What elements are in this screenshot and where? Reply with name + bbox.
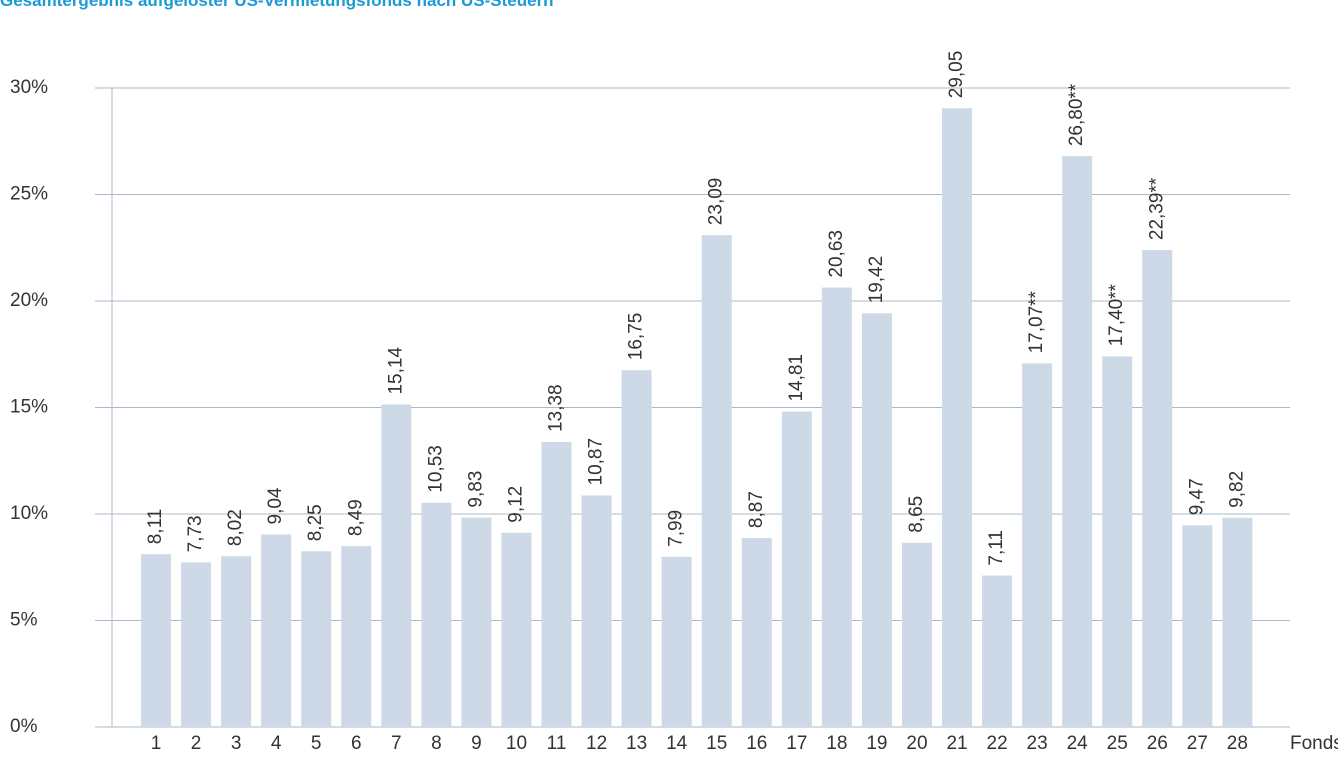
- x-tick-label: 7: [391, 733, 402, 754]
- x-tick-label: 5: [311, 733, 322, 754]
- value-label: 9,04: [265, 487, 286, 524]
- y-tick-label: 20%: [10, 290, 48, 311]
- value-label: 22,39**: [1146, 177, 1167, 240]
- bar: [1062, 156, 1093, 727]
- y-tick-label: 30%: [10, 77, 48, 98]
- value-label: 7,11: [986, 530, 1007, 566]
- x-tick-label: 3: [231, 733, 242, 754]
- value-label: 9,82: [1226, 471, 1247, 508]
- bar: [181, 562, 212, 727]
- value-label: 9,83: [465, 471, 486, 508]
- x-tick-label: 13: [626, 733, 647, 754]
- x-tick-label: 4: [271, 733, 282, 754]
- y-tick-label: 15%: [10, 397, 48, 418]
- value-label: 15,14: [385, 347, 406, 395]
- bar: [1022, 363, 1053, 727]
- value-label: 8,02: [225, 509, 246, 546]
- chart-title: Gesamtergebnis aufgelöster US-Vermietung…: [0, 0, 554, 10]
- bar: [741, 538, 772, 727]
- bar: [942, 108, 973, 728]
- value-label: 8,49: [345, 499, 366, 536]
- x-tick-label: 21: [946, 733, 967, 754]
- bar: [661, 556, 692, 727]
- bar: [982, 575, 1013, 727]
- x-tick-label: 27: [1187, 733, 1208, 754]
- x-tick-label: 20: [906, 733, 927, 754]
- bar: [501, 532, 532, 727]
- x-tick-label: 22: [987, 733, 1008, 754]
- value-label: 10,87: [586, 438, 607, 486]
- x-tick-label: 10: [506, 733, 527, 754]
- value-label: 17,40**: [1106, 283, 1127, 346]
- value-label: 23,09: [706, 178, 727, 226]
- bar: [781, 411, 812, 727]
- value-label: 8,25: [305, 504, 326, 541]
- bar: [461, 517, 492, 727]
- x-tick-label: 16: [746, 733, 767, 754]
- x-tick-label: 15: [706, 733, 727, 754]
- bar: [821, 287, 852, 727]
- x-tick-label: 2: [191, 733, 202, 754]
- bar: [581, 495, 612, 727]
- bar: [221, 556, 252, 727]
- value-label: 20,63: [826, 230, 847, 278]
- x-axis-label: Fonds: [1290, 733, 1338, 754]
- value-label: 8,11: [145, 509, 166, 545]
- bar: [901, 542, 932, 727]
- x-tick-label: 28: [1227, 733, 1248, 754]
- x-tick-label: 26: [1147, 733, 1168, 754]
- x-tick-label: 25: [1107, 733, 1128, 754]
- x-tick-label: 11: [547, 733, 567, 754]
- value-label: 16,75: [626, 313, 647, 361]
- value-label: 8,87: [746, 491, 767, 528]
- value-label: 29,05: [946, 51, 967, 99]
- bar: [861, 313, 892, 727]
- y-tick-label: 5%: [10, 610, 38, 631]
- value-label: 7,99: [666, 510, 687, 547]
- value-label: 17,07**: [1026, 290, 1047, 353]
- value-label: 9,12: [505, 486, 526, 523]
- x-tick-label: 19: [866, 733, 887, 754]
- value-label: 26,80**: [1066, 83, 1087, 146]
- value-label: 14,81: [786, 354, 807, 402]
- y-tick-label: 25%: [10, 184, 48, 205]
- x-tick-label: 12: [586, 733, 607, 754]
- value-label: 9,47: [1186, 478, 1207, 515]
- value-label: 19,42: [866, 256, 887, 304]
- bar: [141, 554, 172, 727]
- bar: [1182, 525, 1213, 727]
- bar: [1102, 356, 1133, 727]
- bar: [261, 534, 292, 727]
- x-tick-label: 23: [1027, 733, 1048, 754]
- y-tick-label: 0%: [10, 716, 38, 737]
- x-tick-label: 9: [471, 733, 482, 754]
- x-tick-label: 6: [351, 733, 362, 754]
- bar: [1142, 250, 1173, 727]
- x-tick-label: 18: [826, 733, 847, 754]
- value-label: 13,38: [546, 384, 567, 432]
- bar: [381, 404, 412, 727]
- bar: [701, 235, 732, 728]
- y-tick-label: 10%: [10, 503, 48, 524]
- x-tick-label: 17: [786, 733, 807, 754]
- x-tick-label: 24: [1067, 733, 1089, 754]
- x-tick-label: 14: [666, 733, 688, 754]
- value-label: 7,73: [185, 515, 206, 552]
- bar: [341, 546, 372, 727]
- value-label: 8,65: [906, 496, 927, 533]
- bar: [541, 442, 572, 727]
- bar: [301, 551, 332, 727]
- value-label: 10,53: [425, 445, 446, 493]
- bar: [1222, 517, 1253, 727]
- x-tick-label: 8: [431, 733, 442, 754]
- x-tick-label: 1: [151, 733, 162, 754]
- bar: [421, 502, 452, 727]
- bar: [621, 370, 652, 727]
